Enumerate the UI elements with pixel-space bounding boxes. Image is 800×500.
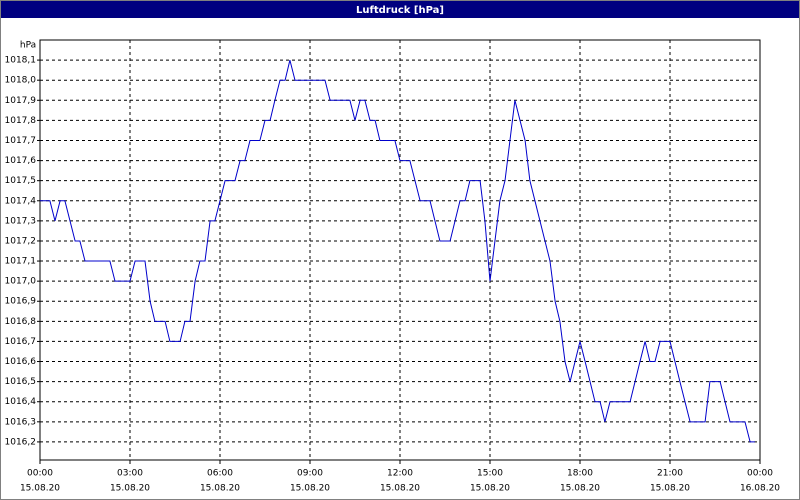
- x-tick-date: 15.08.20: [110, 484, 150, 494]
- x-tick-date: 15.08.20: [200, 484, 240, 494]
- y-tick-label: 1016,9: [5, 297, 37, 307]
- chart-title: Luftdruck [hPa]: [356, 5, 444, 16]
- y-tick-label: 1016,3: [5, 417, 37, 427]
- y-tick-label: 1017,8: [5, 116, 37, 126]
- x-tick-label: 06:00: [207, 469, 233, 479]
- x-tick-date: 15.08.20: [470, 484, 510, 494]
- x-tick-label: 00:00: [27, 469, 53, 479]
- y-tick-label: 1016,6: [5, 357, 37, 367]
- x-tick-date: 15.08.20: [380, 484, 420, 494]
- y-unit: hPa: [20, 41, 36, 51]
- y-tick-label: 1017,9: [5, 96, 37, 106]
- y-tick-label: 1016,4: [5, 397, 37, 407]
- y-tick-label: 1016,7: [5, 337, 37, 347]
- y-tick-label: 1017,4: [5, 196, 37, 206]
- x-tick-date: 15.08.20: [560, 484, 600, 494]
- y-tick-label: 1016,8: [5, 317, 37, 327]
- y-tick-label: 1017,2: [5, 236, 37, 246]
- x-tick-label: 21:00: [657, 469, 683, 479]
- title-bar: [1, 1, 799, 18]
- x-tick-label: 18:00: [567, 469, 593, 479]
- x-tick-label: 12:00: [387, 469, 413, 479]
- y-tick-label: 1016,2: [5, 437, 37, 447]
- data-line: [40, 59, 755, 443]
- x-tick-label: 09:00: [297, 469, 323, 479]
- y-tick-label: 1017,7: [5, 136, 37, 146]
- x-tick-date: 15.08.20: [650, 484, 690, 494]
- y-tick-label: 1017,3: [5, 216, 37, 226]
- y-tick-label: 1016,5: [5, 377, 37, 387]
- y-tick-label: 1017,1: [5, 257, 37, 267]
- y-tick-label: 1017,5: [5, 176, 37, 186]
- y-tick-label: 1018,1: [5, 56, 37, 66]
- x-tick-label: 15:00: [477, 469, 503, 479]
- x-tick-label: 00:00: [747, 469, 773, 479]
- y-tick-label: 1017,0: [5, 277, 37, 287]
- x-tick-date: 15.08.20: [20, 484, 60, 494]
- x-tick-date: 15.08.20: [290, 484, 330, 494]
- y-tick-label: 1018,0: [5, 76, 37, 86]
- y-tick-label: 1017,6: [5, 156, 37, 166]
- x-tick-label: 03:00: [117, 469, 143, 479]
- x-tick-date: 16.08.20: [740, 484, 780, 494]
